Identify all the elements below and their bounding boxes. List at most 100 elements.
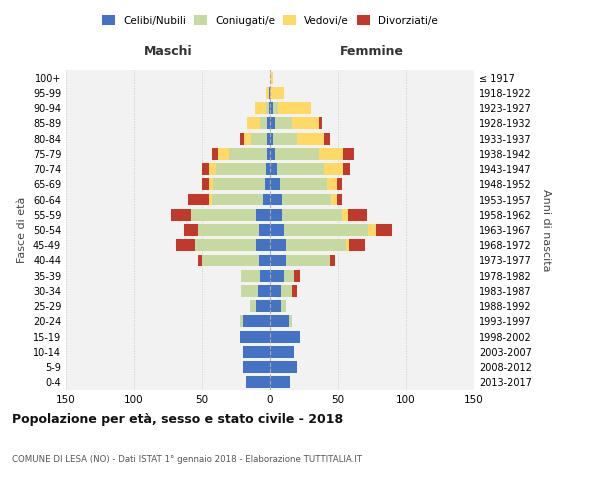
Bar <box>282 209 342 220</box>
Bar <box>295 270 300 281</box>
Bar <box>209 163 215 175</box>
Bar <box>188 194 209 205</box>
Bar <box>240 316 243 328</box>
Bar <box>259 254 270 266</box>
Bar <box>184 224 198 236</box>
Bar <box>346 240 349 251</box>
Bar <box>270 194 282 205</box>
Text: COMUNE DI LESA (NO) - Dati ISTAT 1° gennaio 2018 - Elaborazione TUTTITALIA.IT: COMUNE DI LESA (NO) - Dati ISTAT 1° genn… <box>12 455 362 464</box>
Bar <box>251 132 267 144</box>
Bar <box>269 87 270 99</box>
Bar <box>281 285 292 297</box>
Bar <box>376 224 392 236</box>
Bar <box>270 270 284 281</box>
Bar <box>241 270 260 281</box>
Bar <box>171 209 191 220</box>
Bar <box>269 102 270 114</box>
Bar <box>260 270 270 281</box>
Bar <box>265 178 270 190</box>
Bar <box>270 346 295 358</box>
Bar <box>270 209 282 220</box>
Bar <box>243 346 270 358</box>
Bar <box>267 118 270 130</box>
Bar <box>176 240 195 251</box>
Bar <box>331 194 337 205</box>
Bar <box>244 132 251 144</box>
Bar <box>267 132 270 144</box>
Bar <box>277 163 325 175</box>
Bar <box>263 194 270 205</box>
Bar <box>270 72 273 84</box>
Bar <box>215 163 266 175</box>
Bar <box>319 148 343 160</box>
Bar <box>319 118 322 130</box>
Bar <box>198 224 259 236</box>
Bar <box>289 316 292 328</box>
Bar <box>282 194 331 205</box>
Bar <box>255 102 266 114</box>
Y-axis label: Fasce di età: Fasce di età <box>17 197 27 263</box>
Legend: Celibi/Nubili, Coniugati/e, Vedovi/e, Divorziati/e: Celibi/Nubili, Coniugati/e, Vedovi/e, Di… <box>98 11 442 30</box>
Bar <box>240 330 270 342</box>
Bar <box>286 240 346 251</box>
Text: Popolazione per età, sesso e stato civile - 2018: Popolazione per età, sesso e stato civil… <box>12 412 343 426</box>
Bar <box>270 118 275 130</box>
Bar <box>198 254 202 266</box>
Bar <box>195 240 256 251</box>
Bar <box>284 224 368 236</box>
Bar <box>229 148 267 160</box>
Bar <box>275 118 292 130</box>
Bar <box>278 102 311 114</box>
Bar <box>270 376 290 388</box>
Bar <box>202 163 209 175</box>
Bar <box>330 254 335 266</box>
Bar <box>256 209 270 220</box>
Bar <box>243 316 270 328</box>
Bar <box>266 102 269 114</box>
Bar <box>270 361 297 373</box>
Bar <box>337 194 342 205</box>
Bar <box>325 163 343 175</box>
Bar <box>209 194 212 205</box>
Bar <box>343 163 350 175</box>
Bar <box>209 178 213 190</box>
Text: Femmine: Femmine <box>340 45 404 58</box>
Bar <box>270 132 273 144</box>
Bar <box>270 316 289 328</box>
Bar <box>270 148 275 160</box>
Bar <box>270 300 281 312</box>
Bar <box>284 270 295 281</box>
Bar <box>286 254 330 266</box>
Bar <box>327 178 337 190</box>
Bar <box>256 300 270 312</box>
Bar <box>212 194 263 205</box>
Bar <box>337 178 342 190</box>
Bar <box>270 254 286 266</box>
Bar <box>270 240 286 251</box>
Bar <box>342 209 347 220</box>
Bar <box>250 300 256 312</box>
Text: Maschi: Maschi <box>143 45 193 58</box>
Bar <box>325 132 330 144</box>
Bar <box>266 163 270 175</box>
Bar <box>368 224 376 236</box>
Bar <box>267 148 270 160</box>
Bar <box>212 148 218 160</box>
Y-axis label: Anni di nascita: Anni di nascita <box>541 188 551 271</box>
Bar <box>245 376 270 388</box>
Bar <box>241 285 258 297</box>
Bar <box>270 87 284 99</box>
Bar <box>280 178 327 190</box>
Bar <box>273 102 278 114</box>
Bar <box>259 224 270 236</box>
Bar <box>260 118 267 130</box>
Bar <box>270 178 280 190</box>
Bar <box>281 300 286 312</box>
Bar <box>266 87 269 99</box>
Bar <box>270 224 284 236</box>
Bar <box>256 240 270 251</box>
Bar <box>202 178 209 190</box>
Bar <box>275 148 319 160</box>
Bar <box>243 361 270 373</box>
Bar <box>247 118 260 130</box>
